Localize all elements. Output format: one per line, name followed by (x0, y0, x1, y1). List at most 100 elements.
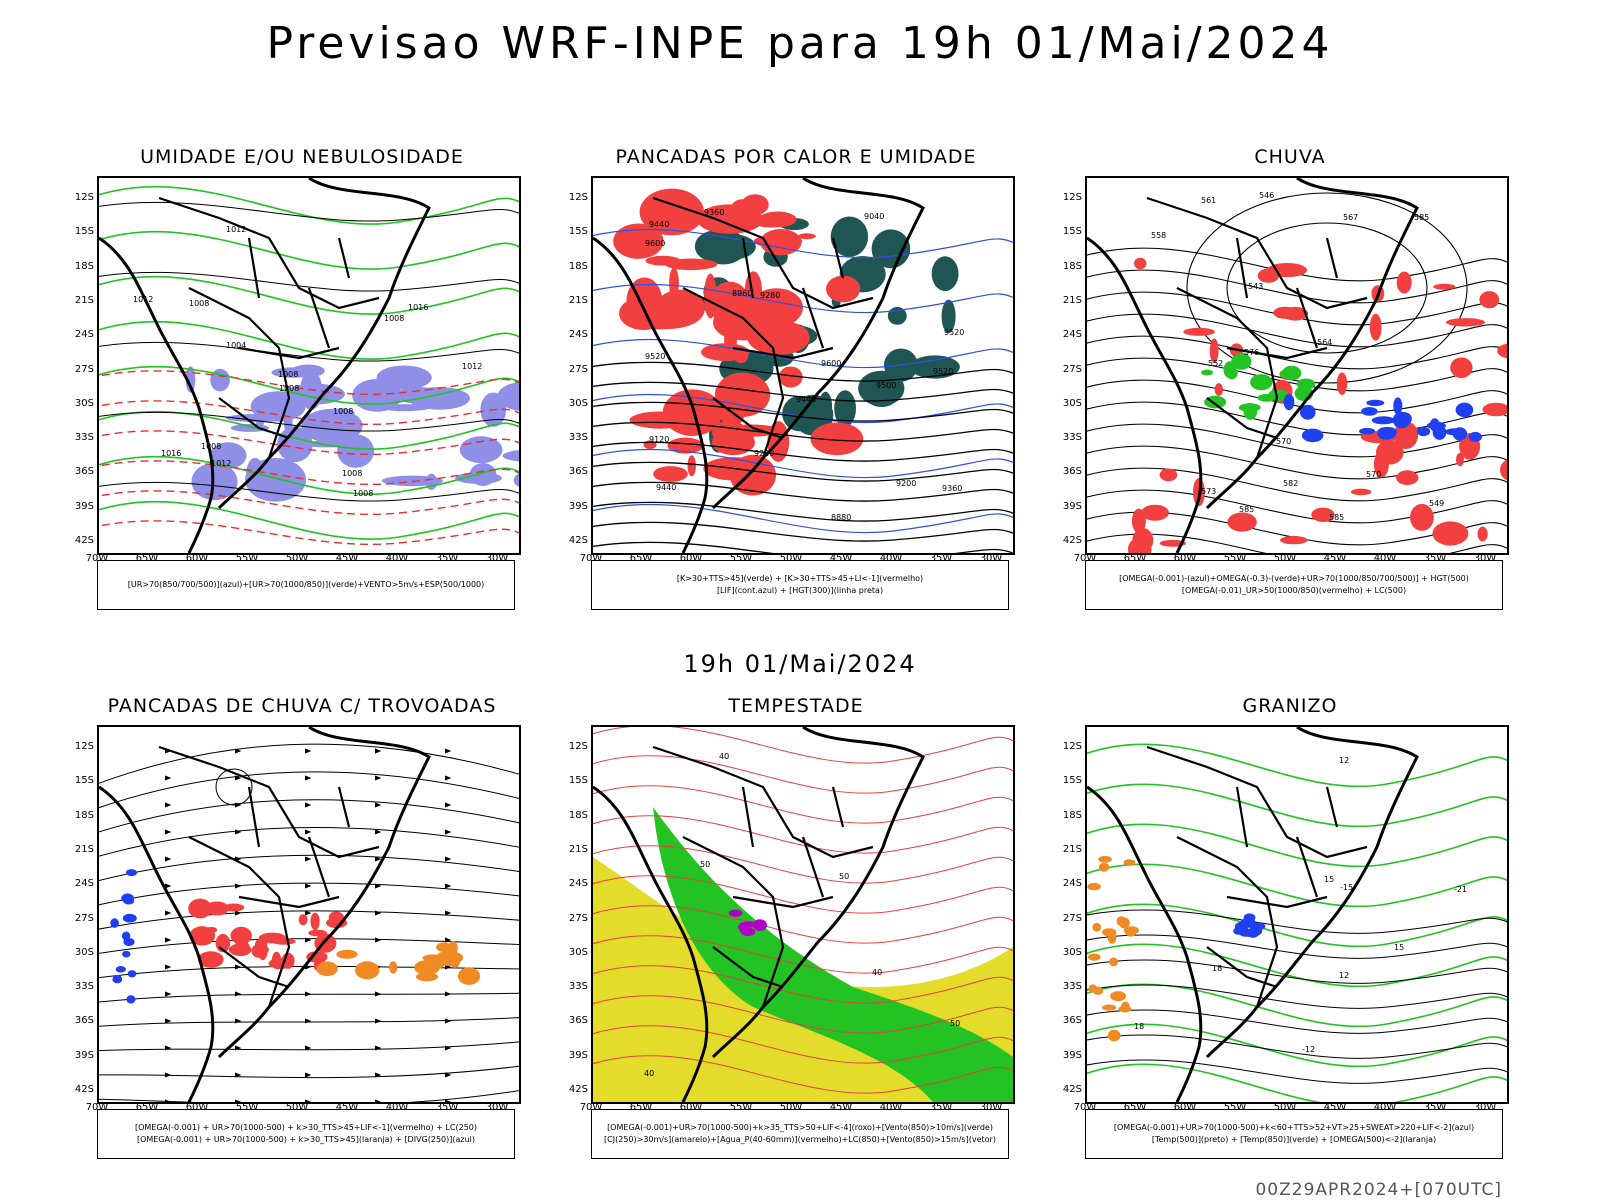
omega-green-area (1225, 366, 1238, 380)
omega-blue-area (1371, 416, 1395, 425)
instability-area (653, 466, 688, 482)
coastline (1087, 727, 1419, 1102)
hgt300-contour (593, 461, 1013, 482)
instability-area (810, 422, 864, 456)
hgt300-contour (593, 381, 1013, 402)
lat-tick-label: 33S (74, 981, 94, 993)
lat-tick-label: 30S (568, 397, 588, 409)
temp850-contour (1087, 903, 1507, 948)
legend-line-1: [OMEGA(-0.001)+UR>70(1000-500)+k>35_TTS>… (607, 1123, 993, 1132)
lon-tick-label: 65W (629, 553, 653, 564)
lat-tick-label: 30S (74, 946, 94, 958)
omega-green-area (1238, 403, 1261, 412)
omega-green-area (1231, 353, 1252, 370)
shower-area (355, 961, 380, 980)
rain-area (1227, 512, 1257, 532)
instability-area (669, 267, 679, 299)
streamline-arrow (374, 910, 382, 916)
contour-label: 573 (1201, 487, 1216, 496)
k-tts-area (867, 390, 896, 407)
streamline-arrow (164, 910, 172, 916)
lat-tick-label: 18S (74, 260, 94, 272)
rain-area (1479, 291, 1500, 309)
humidity-shading (210, 368, 230, 392)
lat-tick-label: 18S (74, 809, 94, 821)
country-borders (158, 745, 380, 1008)
lat-tick-label: 39S (74, 1049, 94, 1061)
contour-label: 9040 (864, 212, 884, 221)
rain-area (1432, 521, 1469, 546)
contour-label: 18 (1134, 1022, 1144, 1031)
streamline-arrow (444, 1099, 452, 1102)
map-canvas: 585 585 573 570 561 558 552 549 546 543 585 582 576 5… (1087, 178, 1507, 553)
lon-tick-label: 45W (829, 553, 853, 564)
omega-green-area (1268, 389, 1288, 402)
omega500-area (1123, 926, 1139, 935)
omega500-area (1102, 1004, 1117, 1011)
contour-label: 9440 (649, 220, 669, 229)
streamline-250 (99, 1090, 519, 1102)
lon-tick-label: 50W (779, 553, 803, 564)
divergence-area (127, 970, 137, 978)
contour-label: 567 (1343, 213, 1358, 222)
rain-area (1410, 503, 1434, 531)
hgt500-contour (1087, 269, 1507, 304)
contour-label: -21 (1454, 885, 1467, 894)
streamline-arrow (234, 1099, 242, 1102)
lat-tick-label: 39S (1062, 1049, 1082, 1061)
lat-tick-label: 12S (1062, 192, 1082, 203)
streamline-arrow (304, 829, 312, 835)
lon-tick-label: 35W (435, 1102, 459, 1113)
lon-tick-label: 60W (679, 553, 703, 564)
thunderstorm-area (189, 926, 216, 946)
panel-title: TEMPESTADE (728, 695, 864, 717)
streamline-arrow (234, 1072, 242, 1078)
vortex-streamline (215, 768, 253, 806)
precipitable-water-contour (593, 1055, 1013, 1094)
lat-tick-label: 36S (568, 466, 588, 478)
hgt300-contour (593, 481, 1013, 502)
lat-tick-label: 15S (568, 226, 588, 238)
streamline-arrow (304, 748, 312, 754)
map-chuva: 585 585 573 570 561 558 552 549 546 543 585 582 576 5… (1085, 176, 1509, 555)
rain-area (1456, 453, 1464, 467)
streamline-arrow (444, 802, 452, 808)
legend-line-1: [OMEGA(-0.001)+UR>70(1000-500)+k<60+TTS>… (1113, 1123, 1475, 1132)
lif-contour (593, 283, 1013, 314)
streamline-arrow (304, 802, 312, 808)
lat-tick-label: 15S (1062, 775, 1082, 787)
streamline-arrow (164, 1018, 172, 1024)
contour-label: 9280 (760, 291, 780, 300)
temp850-contour (1087, 863, 1507, 908)
lat-tick-label: 18S (1062, 260, 1082, 272)
instability-area (664, 258, 718, 271)
lon-tick-label: 55W (235, 1102, 259, 1113)
temp500-contour (1087, 909, 1507, 934)
streamline-arrow (164, 1045, 172, 1051)
contour-label: 9440 (656, 483, 676, 492)
temp850-contour (1087, 743, 1507, 788)
contour-label: 1008 (189, 299, 209, 308)
thunderstorm-area (230, 926, 252, 945)
green-humidity-contour (99, 455, 519, 495)
run-footer: 00Z29APR2024+[070UTC] (1255, 1180, 1502, 1200)
panel-legend: [OMEGA(-0.001)+UR>70(1000-500)+k>35_TTS>… (591, 1109, 1009, 1159)
legend-line-2: [LIF](cont.azul) + [HGT(300)](linha pret… (716, 586, 884, 595)
rain-area (1482, 402, 1507, 417)
streamline-arrow (164, 964, 172, 970)
hail-area (1245, 918, 1256, 928)
lon-tick-label: 65W (1123, 553, 1147, 564)
lon-tick-label: 50W (285, 553, 309, 564)
precipitable-water-contour (593, 845, 1013, 884)
humidity-shading (469, 463, 497, 486)
contour-label: 9520 (944, 328, 964, 337)
shower-area (457, 967, 481, 985)
panel-chuva: CHUVA 585 585 573 570 561 558 552 549 546 543 585 5… (1050, 146, 1530, 626)
green-humidity-contour (99, 275, 519, 315)
thunderstorm-area (188, 898, 212, 919)
legend-line-2: [CJ(250)>30m/s](amarelo)+[Agua_P(40-60mm… (604, 1135, 996, 1144)
lat-tick-label: 36S (1062, 1015, 1082, 1027)
contour-label: 50 (839, 872, 849, 881)
precipitable-water-contour (593, 995, 1013, 1034)
contour-label: -15 (1340, 883, 1353, 892)
